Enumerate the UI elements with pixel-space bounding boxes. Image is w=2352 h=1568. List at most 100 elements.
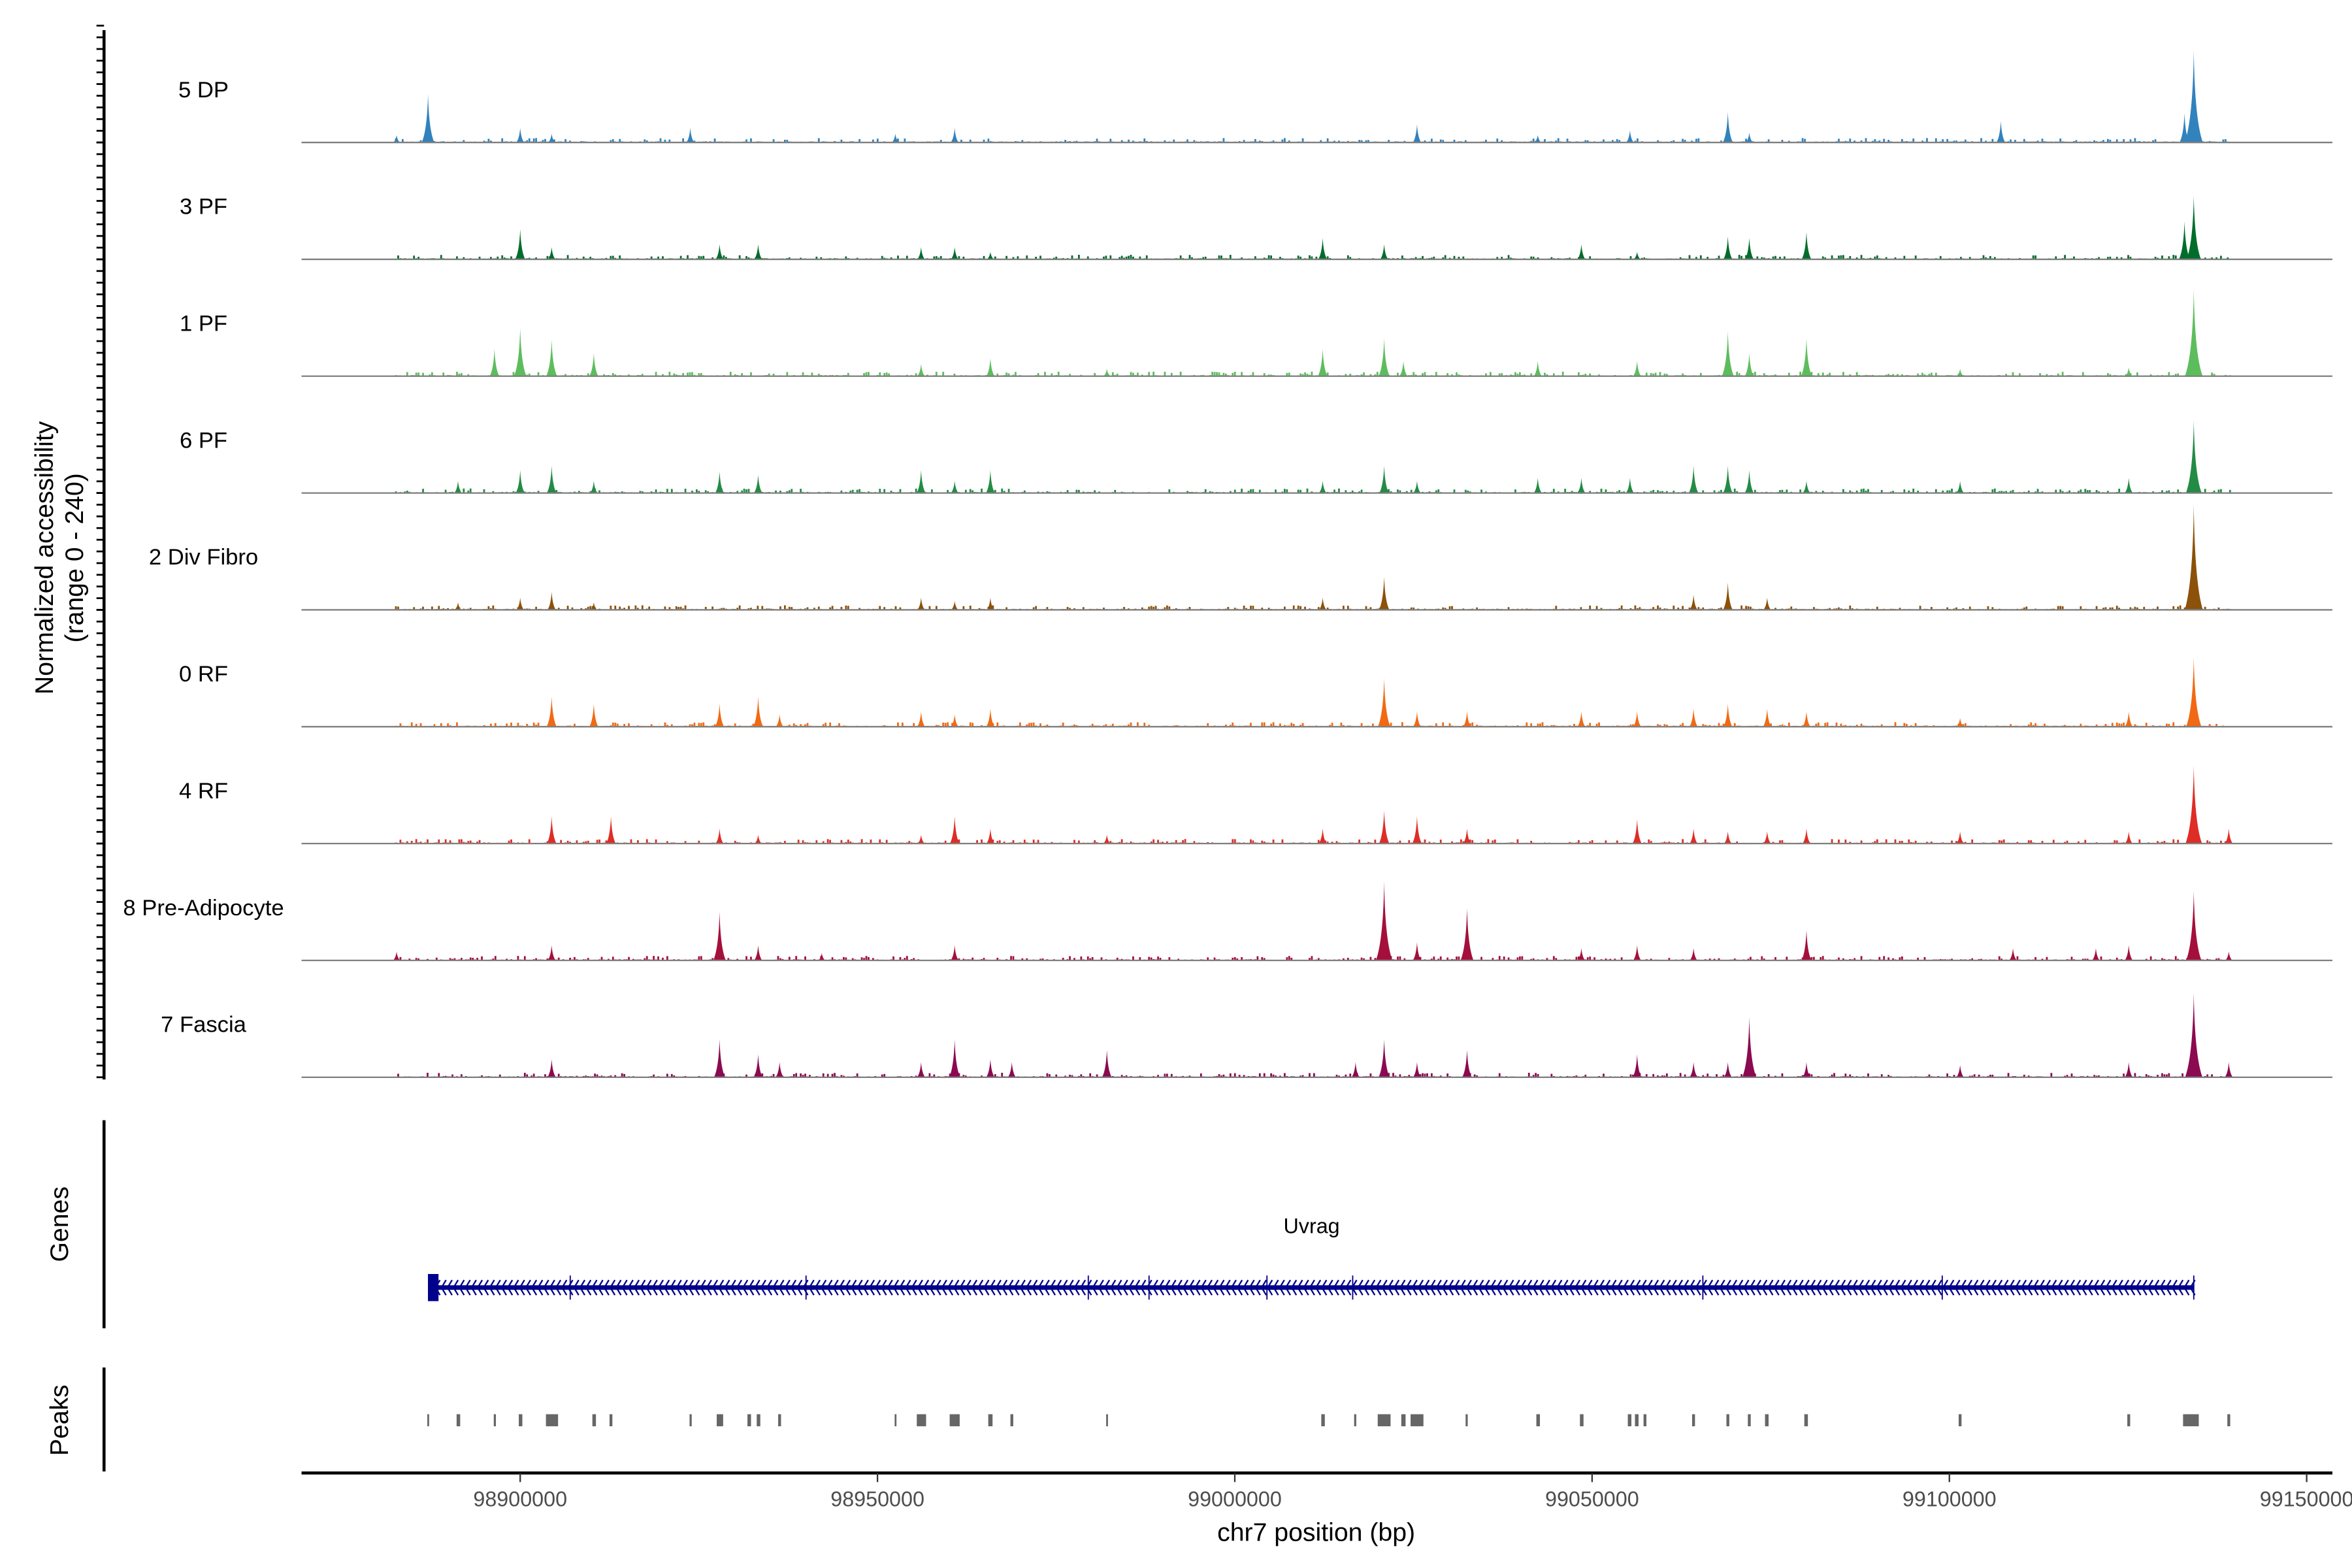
coverage-peak [1690,595,1698,610]
coverage-tracks: 5 DP 3 PF 1 PF 6 PF 2 Div Fibro 0 RF 4 RF 8 Pre… [123,50,2332,1078]
coverage-peak [951,480,959,493]
gene-track: Uvrag [428,1215,2196,1301]
coverage-peak [986,1059,995,1077]
coverage-peak [985,470,995,493]
x-tick-label: 99000000 [1188,1487,1282,1511]
coverage-peak [2009,948,2017,960]
peak-region [717,1414,723,1427]
peak-region [1691,1414,1695,1427]
coverage-peak [1763,831,1771,844]
coverage-peak [1318,238,1328,259]
coverage-peak [1379,1039,1390,1077]
coverage-peak [1318,480,1327,493]
peak-region [778,1414,781,1427]
coverage-peak [1533,478,1542,493]
peak-region [1411,1414,1424,1427]
coverage-peak [1801,338,1812,376]
coverage-peak [951,127,959,143]
peak-region [1106,1414,1108,1427]
peak-region [519,1414,523,1427]
coverage-peak [715,828,724,844]
coverage-peak [1375,881,1393,960]
coverage-peak [1007,1062,1016,1077]
coverage-peak [776,1062,784,1077]
coverage-peak [1723,1062,1732,1077]
peak-region [546,1414,559,1427]
coverage-peak [547,247,556,259]
track-6-pf: 6 PF [180,419,2332,494]
coverage-peak [547,591,556,610]
peak-region [747,1414,751,1427]
coverage-peak [1460,907,1474,960]
x-axis: 98900000 98950000 99000000 99050000 99100000… [473,1473,2352,1511]
peak-region [592,1414,596,1427]
gene-label: Uvrag [1283,1215,1339,1238]
coverage-peak [917,597,925,610]
coverage-peak [713,1039,725,1077]
coverage-peak [951,247,959,259]
peak-region [1748,1414,1751,1427]
coverage-peak [454,480,462,493]
coverage-peak [1103,834,1111,844]
peak-region [609,1414,613,1427]
coverage-peak [1633,945,1641,960]
coverage-peak [2225,1062,2233,1077]
y-axis-title: Normalized accessibility [30,421,59,694]
y-axis-range: (range 0 - 240) [60,473,89,642]
coverage-peak [951,945,959,960]
coverage-peak [754,834,762,844]
track-3-pf: 3 PF [180,195,2332,261]
peaks-panel-label: Peaks [45,1384,74,1456]
coverage-peak [2185,419,2202,493]
coverage-peak [515,229,525,259]
coverage-peak [1956,368,1964,376]
track-label: 0 RF [179,662,228,687]
x-tick-label: 98900000 [473,1487,567,1511]
peak-region [1401,1414,1406,1427]
coverage-peak [515,470,525,493]
coverage-peak [1690,1062,1698,1077]
coverage-peak [1413,124,1422,143]
coverage-peak [2185,992,2203,1077]
coverage-peak [987,252,994,259]
coverage-peak [917,364,925,376]
coverage-peak [454,602,462,610]
coverage-peak [2185,288,2203,376]
coverage-peak [1632,819,1642,844]
coverage-peak [891,133,899,143]
coverage-peak [590,480,598,493]
coverage-peak [1802,828,1811,844]
coverage-peak [1723,236,1733,259]
peak-region [894,1414,897,1427]
track-8-pre-adipocyte: 8 Pre-Adipocyte [123,881,2332,962]
peak-region [1536,1414,1541,1427]
track-7-fascia: 7 Fascia [161,992,2332,1078]
coverage-peak [1413,480,1421,493]
peak-region [2183,1414,2199,1427]
peak-region [1010,1414,1013,1427]
coverage-peak [2225,951,2232,960]
peak-region [1726,1414,1729,1427]
coverage-peak [516,127,525,143]
coverage-peak [2125,367,2132,376]
coverage-peak [1723,582,1733,610]
coverage-peak [686,127,694,143]
coverage-peak [1577,948,1586,960]
coverage-peak [1413,711,1422,727]
coverage-peak [1722,331,1734,376]
coverage-peak [949,1039,960,1077]
coverage-peak [1763,597,1771,610]
coverage-peak [546,339,557,376]
coverage-peak [1722,112,1733,143]
x-tick-label: 99150000 [2260,1487,2352,1511]
coverage-peak [754,945,762,960]
coverage-peak [754,244,762,259]
coverage-peak [1744,238,1754,259]
coverage-peak [2184,50,2203,143]
peak-region [427,1414,429,1427]
peak-region [1321,1414,1325,1427]
coverage-peak [1351,1062,1360,1077]
track-label: 5 DP [178,78,229,103]
coverage-peak [1577,478,1586,493]
coverage-peak [489,349,500,376]
